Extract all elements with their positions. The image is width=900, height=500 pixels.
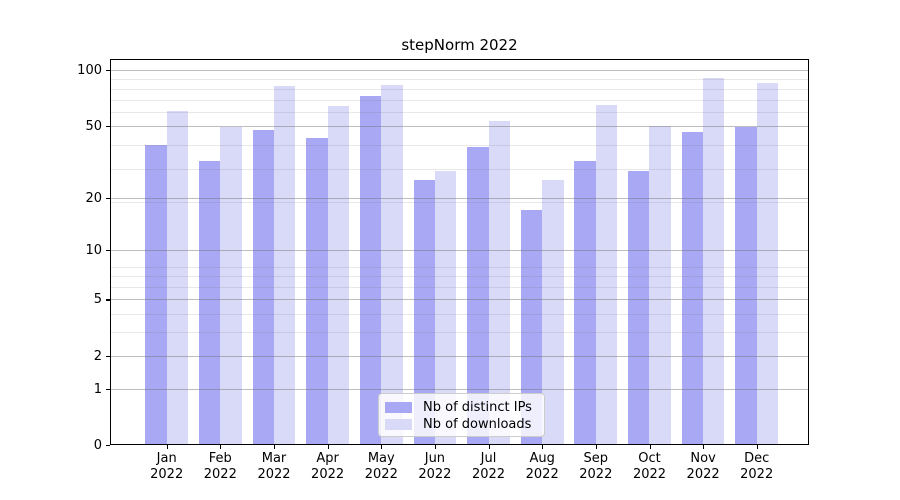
- x-tick-label-sep: Sep 2022: [579, 451, 613, 482]
- x-tick-mark-apr: [327, 445, 329, 449]
- bar-mar-downloads: [273, 85, 296, 445]
- x-tick-label-jun: Jun 2022: [418, 451, 452, 482]
- y-tick-label-2: 2: [93, 348, 102, 364]
- y-tick-label-50: 50: [85, 118, 102, 134]
- y-tick-mark-2: [106, 355, 110, 357]
- bar-mar-distinct-ips: [252, 130, 274, 445]
- x-tick-label-aug: Aug 2022: [525, 451, 559, 482]
- bar-jun-downloads: [434, 171, 457, 445]
- legend-item-distinct-ips: Nb of distinct IPs: [385, 399, 544, 416]
- x-tick-label-mar: Mar 2022: [257, 451, 291, 482]
- y-tick-mark-5: [106, 299, 110, 301]
- x-tick-label-apr: Apr 2022: [311, 451, 345, 482]
- x-tick-mark-sep: [595, 445, 597, 449]
- legend-swatch-distinct-ips: [385, 402, 412, 413]
- chart-title: stepNorm 2022: [401, 36, 518, 54]
- x-tick-label-may: May 2022: [364, 451, 398, 482]
- x-tick-mark-mar: [274, 445, 276, 449]
- bar-feb-downloads: [220, 127, 242, 445]
- x-tick-mark-jan: [166, 445, 168, 449]
- x-tick-mark-nov: [703, 445, 705, 449]
- bar-may-distinct-ips: [359, 96, 382, 445]
- bar-jun-distinct-ips: [413, 180, 435, 445]
- x-tick-mark-oct: [649, 445, 651, 449]
- bar-may-downloads: [381, 85, 403, 445]
- x-tick-label-jul: Jul 2022: [471, 451, 506, 482]
- legend: Nb of distinct IPs Nb of downloads: [378, 393, 545, 437]
- x-tick-mark-aug: [542, 445, 544, 449]
- bar-dec-distinct-ips: [735, 127, 757, 445]
- bar-sep-distinct-ips: [574, 160, 596, 445]
- bar-nov-distinct-ips: [681, 132, 704, 445]
- bar-oct-downloads: [649, 125, 671, 445]
- x-tick-mark-jul: [488, 445, 490, 449]
- x-tick-mark-dec: [756, 445, 758, 449]
- legend-label-distinct-ips: Nb of distinct IPs: [423, 400, 532, 415]
- y-tick-mark-20: [106, 197, 110, 199]
- x-tick-label-oct: Oct 2022: [632, 451, 667, 482]
- plot-area: [110, 59, 809, 445]
- x-tick-mark-may: [381, 445, 383, 449]
- bar-dec-downloads: [756, 83, 779, 445]
- bar-jan-distinct-ips: [145, 145, 167, 445]
- x-tick-label-dec: Dec 2022: [740, 451, 774, 482]
- y-tick-label-100: 100: [77, 63, 102, 78]
- legend-label-downloads: Nb of downloads: [423, 417, 532, 432]
- y-tick-label-1: 1: [93, 381, 102, 397]
- gridline-100: [110, 70, 809, 71]
- legend-item-downloads: Nb of downloads: [385, 416, 544, 433]
- legend-swatch-downloads: [385, 419, 412, 430]
- x-tick-mark-jun: [434, 445, 437, 449]
- y-tick-label-5: 5: [93, 292, 102, 308]
- y-tick-label-20: 20: [85, 190, 102, 206]
- y-tick-label-0: 0: [93, 438, 102, 453]
- bar-oct-distinct-ips: [628, 171, 650, 445]
- bar-aug-distinct-ips: [520, 210, 543, 445]
- y-tick-label-10: 10: [85, 243, 102, 259]
- y-tick-mark-0: [106, 445, 110, 447]
- bar-jul-downloads: [488, 120, 510, 445]
- x-tick-label-jan: Jan 2022: [150, 451, 184, 482]
- x-tick-mark-feb: [220, 445, 222, 449]
- y-tick-mark-1: [106, 388, 110, 390]
- x-tick-label-feb: Feb 2022: [203, 451, 237, 482]
- bar-jul-distinct-ips: [467, 147, 489, 445]
- bar-apr-distinct-ips: [306, 137, 328, 445]
- y-tick-mark-50: [106, 125, 110, 127]
- bar-jan-downloads: [166, 111, 189, 445]
- bar-sep-downloads: [595, 104, 618, 445]
- y-tick-mark-10: [106, 250, 110, 252]
- bar-aug-downloads: [542, 180, 564, 445]
- bar-feb-distinct-ips: [198, 160, 221, 445]
- y-tick-mark-100: [106, 70, 110, 72]
- bar-apr-downloads: [327, 105, 349, 445]
- bar-nov-downloads: [703, 77, 725, 445]
- x-tick-label-nov: Nov 2022: [686, 451, 720, 482]
